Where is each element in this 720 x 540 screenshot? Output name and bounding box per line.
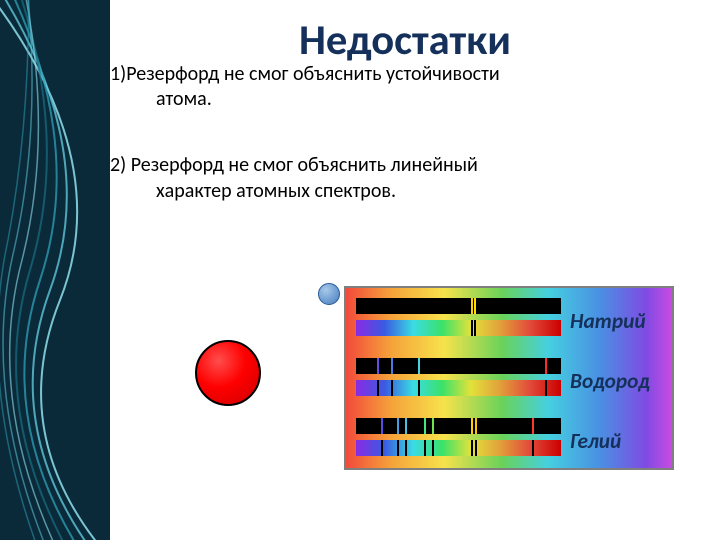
left-decor — [0, 0, 110, 540]
emission-bar — [356, 418, 561, 434]
absorption-line — [471, 320, 473, 336]
emission-line — [474, 298, 476, 314]
nucleus-circle — [195, 340, 261, 406]
emission-line — [424, 418, 426, 434]
spectrum-row — [356, 298, 561, 344]
absorption-line — [432, 440, 434, 456]
emission-line — [381, 418, 383, 434]
spectrum-row — [356, 418, 561, 464]
spectra-panel: Натрий Водород Гелий — [344, 286, 674, 470]
bullet-1-line1: Резерфорд не смог объяснить устойчивости — [126, 62, 499, 86]
emission-line — [391, 358, 393, 374]
element-label: Гелий — [570, 428, 660, 454]
slide: Недостатки 1)Резерфорд не смог объяснить… — [0, 0, 720, 540]
absorption-line — [545, 380, 547, 396]
absorption-bar — [356, 380, 561, 396]
bullet-1: 1)Резерфорд не смог объяснить устойчивос… — [110, 62, 580, 112]
absorption-line — [381, 440, 383, 456]
absorption-line — [377, 380, 379, 396]
emission-line — [432, 418, 434, 434]
bullet-1-line2: атома. — [156, 87, 580, 112]
electron-circle — [318, 283, 340, 305]
emission-line — [471, 298, 473, 314]
absorption-line — [532, 440, 534, 456]
absorption-line — [424, 440, 426, 456]
bullet-2-line1: Резерфорд не смог объяснить линейный — [126, 153, 478, 177]
slide-title: Недостатки — [110, 14, 700, 66]
absorption-line — [405, 440, 407, 456]
emission-line — [471, 418, 473, 434]
absorption-line — [391, 380, 393, 396]
emission-line — [532, 418, 534, 434]
emission-line — [397, 418, 399, 434]
absorption-bar — [356, 440, 561, 456]
emission-line — [545, 358, 547, 374]
bullet-2-line2: характер атомных спектров. — [156, 178, 600, 204]
absorption-line — [397, 440, 399, 456]
absorption-line — [474, 320, 476, 336]
absorption-line — [471, 440, 473, 456]
bullet-2: 2) Резерфорд не смог объяснить линейный … — [110, 152, 600, 204]
element-label: Водород — [570, 368, 660, 394]
emission-line — [475, 418, 477, 434]
emission-bar — [356, 298, 561, 314]
spectrum-row — [356, 358, 561, 404]
bullet-1-num: 1) — [110, 62, 126, 86]
absorption-line — [418, 380, 420, 396]
element-label: Натрий — [570, 308, 660, 334]
absorption-bar — [356, 320, 561, 336]
absorption-line — [475, 440, 477, 456]
bullet-2-num: 2) — [110, 153, 126, 177]
emission-line — [418, 358, 420, 374]
emission-line — [377, 358, 379, 374]
emission-line — [405, 418, 407, 434]
emission-bar — [356, 358, 561, 374]
